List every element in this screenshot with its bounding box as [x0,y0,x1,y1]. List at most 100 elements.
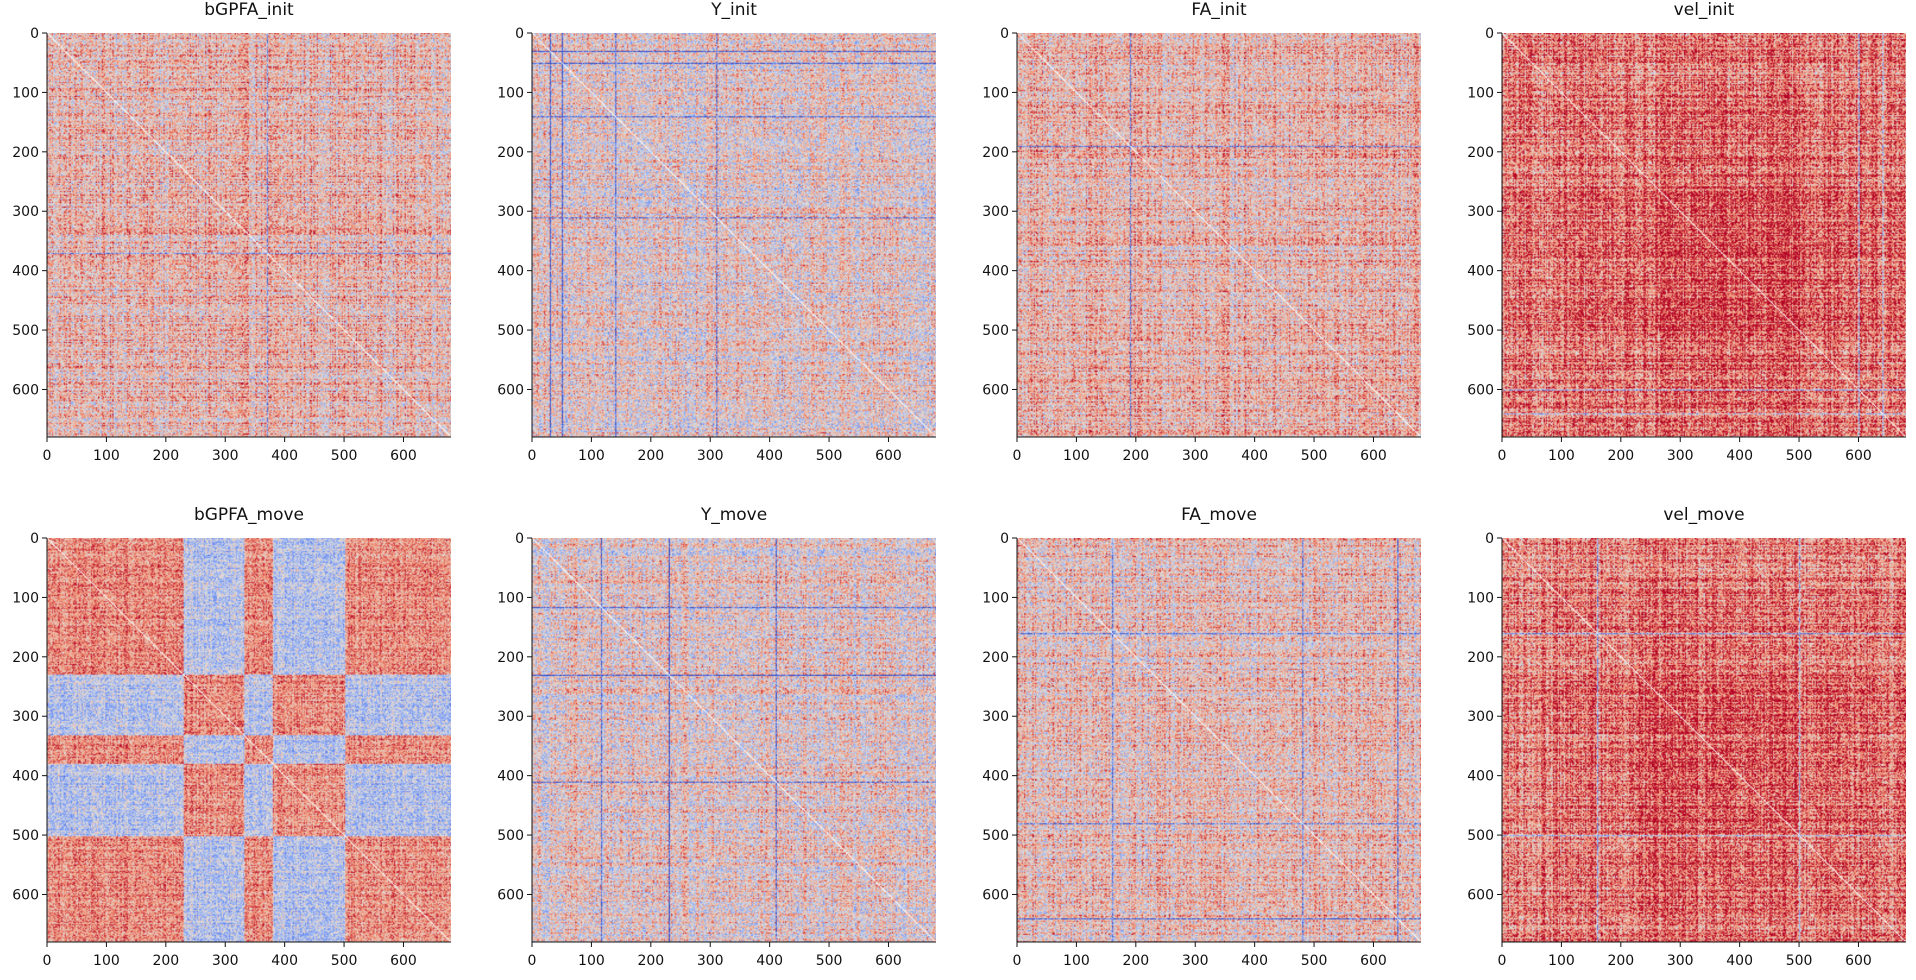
y-tick-label: 500 [497,828,524,844]
heatmap-vel-init [1502,33,1906,437]
panel-vel-move: vel_move 0 100 200 300 400 500 600 0 100 200 300 40… [1455,505,1916,980]
x-tick-label: 0 [1013,953,1022,969]
y-tick-label: 300 [12,204,39,220]
y-tick-label: 600 [12,887,39,903]
heatmap-fa-move [1017,538,1421,942]
x-tick-label: 400 [756,953,783,969]
y-tick-label: 300 [12,709,39,725]
y-tick-label: 100 [1467,590,1494,606]
y-tick-label: 600 [497,382,524,398]
y-tick-label: 100 [12,85,39,101]
x-tick-label: 500 [1786,953,1813,969]
y-tick-label: 300 [1467,709,1494,725]
panel-title: vel_init [1673,0,1735,20]
y-tick-label: 200 [1467,650,1494,666]
x-tick-label: 300 [697,953,724,969]
y-tick-label: 500 [982,323,1009,339]
x-tick-label: 100 [1063,953,1090,969]
x-tick-label: 500 [1301,953,1328,969]
x-tick-label: 400 [271,953,298,969]
y-tick-label: 0 [1485,531,1494,547]
panel-y-move: Y_move 0 100 200 300 400 500 600 0 100 200 300 400 5… [485,505,955,980]
y-tick-label: 200 [12,650,39,666]
y-tick-label: 500 [12,323,39,339]
y-tick-label: 400 [982,264,1009,280]
y-tick-label: 500 [12,828,39,844]
y-tick-label: 0 [1485,26,1494,42]
heatmap-bgpfa-init [47,33,451,437]
x-tick-label: 600 [875,953,902,969]
y-tick-label: 400 [497,769,524,785]
y-tick-label: 0 [1000,531,1009,547]
x-tick-label: 600 [1360,448,1387,464]
x-tick-label: 500 [1301,448,1328,464]
y-tick-label: 600 [982,887,1009,903]
x-tick-label: 200 [1607,448,1634,464]
y-tick-label: 400 [1467,264,1494,280]
x-tick-label: 0 [43,448,52,464]
x-tick-label: 300 [697,448,724,464]
y-tick-label: 100 [497,590,524,606]
y-tick-label: 400 [497,264,524,280]
x-tick-label: 300 [1182,953,1209,969]
heatmap-fa-init [1017,33,1421,437]
y-tick-label: 300 [982,709,1009,725]
x-tick-label: 0 [528,448,537,464]
x-tick-label: 0 [528,953,537,969]
y-tick-label: 600 [1467,382,1494,398]
x-tick-label: 300 [1667,448,1694,464]
y-tick-label: 500 [497,323,524,339]
x-tick-label: 600 [390,953,417,969]
x-tick-label: 200 [152,953,179,969]
panel-title: Y_move [700,505,768,525]
x-tick-label: 100 [1548,448,1575,464]
x-tick-label: 100 [578,953,605,969]
x-tick-label: 300 [212,953,239,969]
y-tick-label: 600 [497,887,524,903]
x-tick-label: 500 [816,953,843,969]
x-tick-label: 600 [1845,448,1872,464]
panel-title: vel_move [1663,505,1745,525]
axes: 0 100 200 300 400 500 600 0 100 200 300 400 500 600 [1467,531,1906,969]
y-tick-label: 0 [1000,26,1009,42]
y-tick-label: 200 [497,145,524,161]
y-tick-label: 0 [515,531,524,547]
x-tick-label: 100 [93,448,120,464]
x-tick-label: 500 [331,953,358,969]
heatmap-y-init [532,33,936,437]
y-tick-label: 300 [982,204,1009,220]
y-tick-label: 200 [982,650,1009,666]
y-tick-label: 600 [12,382,39,398]
axes: 0 100 200 300 400 500 600 0 100 200 300 400 500 600 [12,531,451,969]
axes: 0 100 200 300 400 500 600 0 100 200 300 400 500 600 [982,531,1421,969]
x-tick-label: 100 [1063,448,1090,464]
x-tick-label: 400 [1726,448,1753,464]
y-tick-label: 300 [497,204,524,220]
y-tick-label: 200 [497,650,524,666]
y-tick-label: 0 [515,26,524,42]
x-tick-label: 300 [1667,953,1694,969]
y-tick-label: 200 [1467,145,1494,161]
x-tick-label: 200 [1122,953,1149,969]
x-tick-label: 400 [271,448,298,464]
panel-title: bGPFA_init [204,0,294,20]
x-tick-label: 300 [1182,448,1209,464]
y-tick-label: 400 [982,769,1009,785]
x-tick-label: 500 [816,448,843,464]
y-tick-label: 500 [1467,828,1494,844]
x-tick-label: 0 [1498,953,1507,969]
x-tick-label: 200 [1122,448,1149,464]
heatmap-vel-move [1502,538,1906,942]
x-tick-label: 600 [390,448,417,464]
x-tick-label: 0 [43,953,52,969]
panel-bgpfa-move: bGPFA_move 0 100 200 300 400 500 600 0 100 200 300… [0,505,470,980]
x-tick-label: 200 [637,953,664,969]
panel-vel-init: vel_init 0 100 200 300 400 500 600 0 100 200 300 40… [1455,0,1916,475]
axes: 0 100 200 300 400 500 600 0 100 200 300 400 500 600 [497,531,936,969]
x-tick-label: 200 [152,448,179,464]
y-tick-label: 600 [982,382,1009,398]
y-tick-label: 400 [1467,769,1494,785]
panel-fa-init: FA_init 0 100 200 300 400 500 600 0 100 200 300 400… [970,0,1440,475]
x-tick-label: 200 [637,448,664,464]
